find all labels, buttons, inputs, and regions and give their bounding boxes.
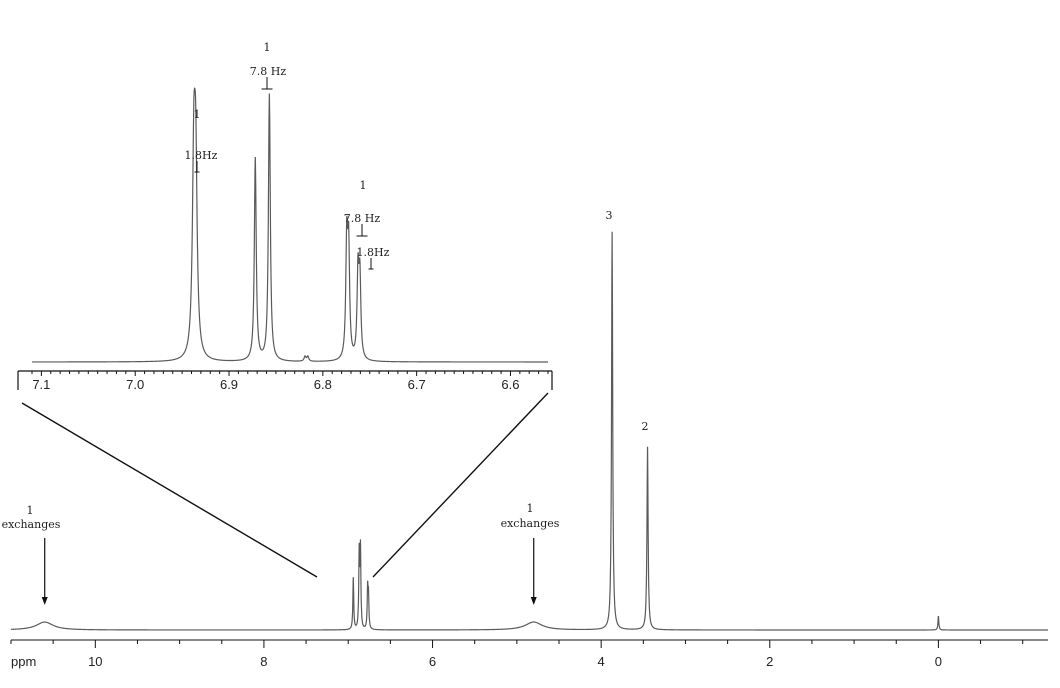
inset-x-tick-label: 7.0: [126, 377, 144, 392]
aromatic-expansion-layer: 7.1 7.0 6.9 6.8 6.7 6.6: [17, 77, 553, 392]
inset-peak-count: 1: [264, 41, 271, 54]
inset-x-tick-label: 6.9: [220, 377, 238, 392]
expansion-connector-lines: [21, 392, 549, 578]
inset-coupling-label: 1.8Hz: [185, 149, 218, 162]
peak-label-count: 1: [527, 502, 534, 515]
inset-x-tick-label: 6.8: [314, 377, 332, 392]
peak-label-note: exchanges: [501, 517, 560, 530]
full-x-tick-label: 2: [766, 654, 773, 669]
inset-coupling-label: 7.8 Hz: [344, 212, 381, 225]
inset-coupling-label: 7.8 Hz: [250, 65, 287, 78]
peak-label-count: 2: [642, 420, 649, 433]
full-x-tick-label: 6: [429, 654, 436, 669]
full-spectrum-trace: [10, 231, 1048, 631]
full-x-tick-label: 0: [935, 654, 942, 669]
full-spectrum-layer: 10 8 6 4 2 0: [10, 231, 1048, 669]
inset-coupling-label: 1.8Hz: [357, 246, 390, 259]
full-x-tick-label: 10: [88, 654, 102, 669]
inset-x-tick-label: 6.6: [501, 377, 519, 392]
exchange-arrow-head: [530, 597, 537, 605]
inset-x-tick-label: 6.7: [408, 377, 426, 392]
inset-x-tick-label: 7.1: [32, 377, 50, 392]
expansion-connector-left: [21, 402, 318, 578]
expansion-connector-right: [372, 392, 549, 578]
peak-label-note: exchanges: [2, 518, 61, 531]
full-x-tick-label: 4: [598, 654, 605, 669]
inset-peak-count: 1: [360, 179, 367, 192]
exchange-arrow-head: [41, 597, 48, 605]
inset-peak-count: 1: [194, 108, 201, 121]
aromatic-expansion-trace: [32, 87, 548, 363]
peak-label-count: 3: [606, 209, 613, 222]
peak-label-count: 1: [27, 504, 34, 517]
full-x-tick-label: 8: [260, 654, 267, 669]
ppm-axis-label: ppm: [11, 654, 36, 669]
